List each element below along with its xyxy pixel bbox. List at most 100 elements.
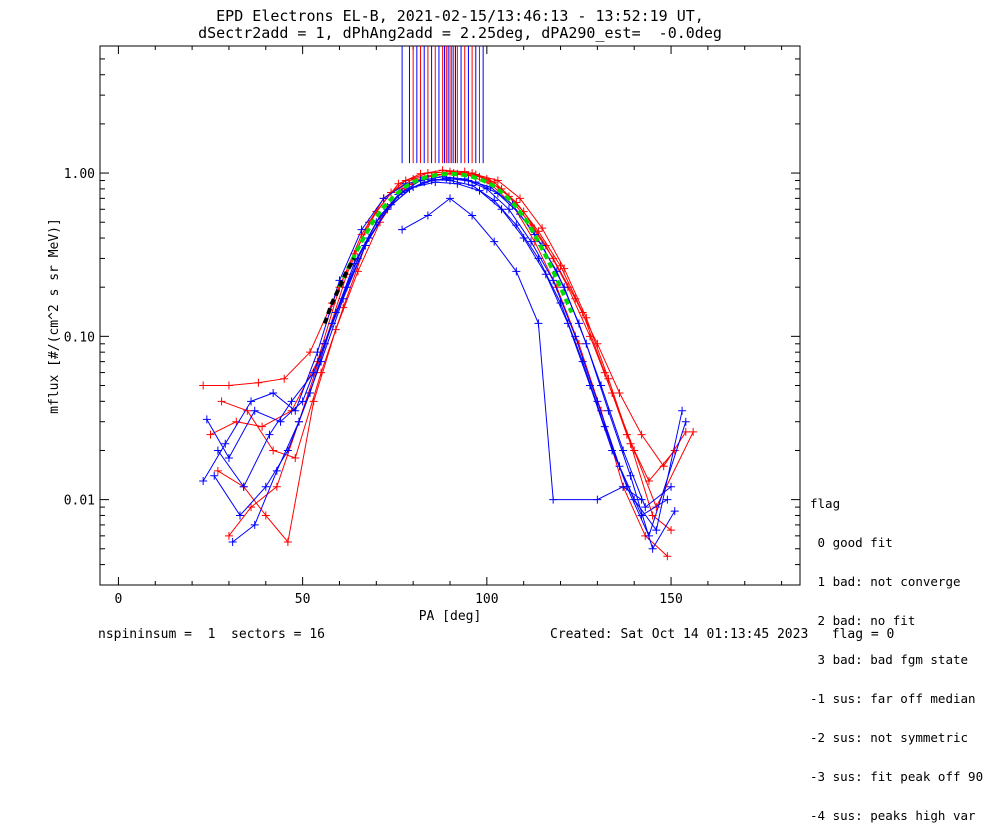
series-line [206, 181, 683, 532]
legend-item: -1 sus: far off median [810, 691, 976, 706]
x-tick-label: 0 [115, 592, 123, 607]
series-line [210, 171, 676, 482]
data-point [353, 267, 362, 276]
data-point [630, 446, 639, 455]
data-point [261, 511, 270, 520]
data-point [615, 388, 624, 397]
data-point [663, 552, 672, 561]
series-line [337, 171, 574, 314]
data-point [291, 453, 300, 462]
data-point [648, 544, 657, 553]
data-point [269, 388, 278, 397]
data-point [287, 397, 296, 406]
data-point [453, 179, 462, 188]
series-line [221, 172, 672, 531]
data-point [574, 319, 583, 328]
footer-created-info: Created: Sat Oct 14 01:13:45 2023 flag =… [550, 627, 895, 642]
data-point [265, 430, 274, 439]
data-point [291, 406, 300, 415]
data-point [600, 422, 609, 431]
data-point [317, 368, 326, 377]
data-point [493, 176, 502, 185]
data-point [258, 422, 267, 431]
legend-item: 0 good fit [810, 535, 893, 550]
data-point [582, 313, 591, 322]
data-point [689, 427, 698, 436]
data-point [317, 357, 326, 366]
chart-title: EPD Electrons EL-B, 2021-02-15/13:46:13 … [216, 7, 704, 25]
data-point [670, 446, 679, 455]
series-line [202, 178, 687, 538]
chart-subtitle: dSectr2add = 1, dPhAng2add = 2.25deg, dP… [198, 24, 722, 42]
data-point [313, 348, 322, 357]
data-point [224, 381, 233, 390]
data-point [217, 397, 226, 406]
data-point [468, 211, 477, 220]
data-point [306, 348, 314, 357]
data-point [261, 482, 270, 491]
data-point [619, 482, 628, 491]
data-point [272, 466, 281, 475]
legend-item: 2 bad: no fit [810, 613, 916, 628]
data-point [663, 495, 672, 504]
data-point [383, 205, 392, 214]
data-point [199, 477, 208, 486]
series-group [199, 166, 698, 561]
data-point [224, 453, 233, 462]
data-point [504, 205, 513, 214]
data-point [652, 503, 661, 512]
data-point [224, 531, 233, 540]
x-tick-label: 50 [295, 592, 311, 607]
data-point [667, 526, 676, 535]
data-point [361, 241, 370, 250]
data-point [202, 415, 211, 424]
data-point [283, 538, 292, 547]
spike-lines [401, 46, 484, 164]
plot-area: 0 50 100 150 0.01 0.10 1.00 PA [deg] mflux [#/… [47, 45, 801, 624]
y-tick-label: 0.10 [64, 330, 95, 345]
data-point [379, 194, 388, 203]
data-point [387, 188, 396, 197]
y-axis-label: mflux [#/(cm^2 s sr MeV)] [47, 218, 62, 414]
data-point [527, 237, 536, 246]
data-point [652, 526, 661, 535]
legend-item: -3 sus: fit peak off 90 [810, 769, 984, 784]
data-point [206, 430, 215, 439]
x-tick-label: 100 [475, 592, 498, 607]
x-axis-label: PA [deg] [419, 609, 482, 624]
data-point [538, 224, 547, 233]
series-line [401, 197, 642, 501]
data-point [213, 446, 222, 455]
data-point [560, 264, 569, 273]
data-point [468, 181, 477, 190]
data-point [597, 381, 606, 390]
data-point [678, 406, 687, 415]
data-point [644, 531, 653, 540]
y-tick-label: 1.00 [64, 167, 95, 182]
data-point [641, 503, 650, 512]
data-point [199, 381, 208, 390]
data-point [357, 225, 366, 234]
data-point [593, 495, 602, 504]
data-point [593, 339, 602, 348]
data-point [637, 430, 646, 439]
data-point [247, 503, 256, 512]
data-point [221, 439, 230, 448]
data-point [280, 374, 289, 383]
data-point [619, 446, 628, 455]
data-point [534, 319, 543, 328]
data-point [254, 378, 263, 387]
data-point [604, 374, 613, 383]
axis-ticks: 0 50 100 150 0.01 0.10 1.00 [64, 45, 800, 607]
data-point [512, 221, 521, 230]
data-point [464, 176, 473, 185]
series-line [217, 177, 672, 508]
data-point [239, 482, 248, 491]
data-point [667, 482, 676, 491]
data-point [236, 511, 244, 520]
data-point [512, 267, 521, 276]
data-point [247, 397, 256, 406]
data-point [549, 495, 558, 504]
legend-item: 3 bad: bad fgm state [810, 652, 969, 667]
data-point [213, 466, 222, 475]
